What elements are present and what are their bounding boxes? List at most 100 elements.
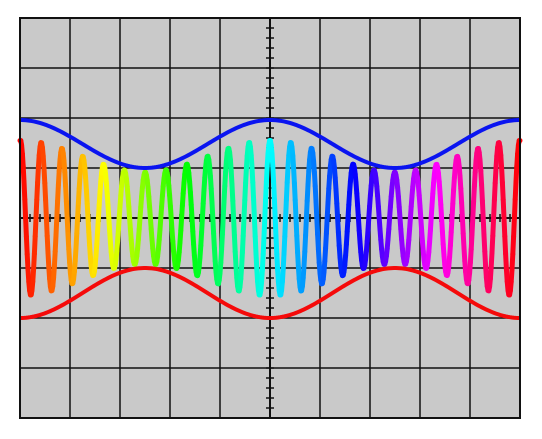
wave-segment xyxy=(481,232,488,255)
wave-segment xyxy=(63,183,69,205)
wave-segment xyxy=(209,200,216,221)
wave-segment xyxy=(251,215,258,239)
wave-segment xyxy=(31,233,38,257)
wave-segment xyxy=(291,180,298,203)
wave-segment xyxy=(74,215,81,236)
wave-segment xyxy=(230,198,237,221)
wave-segment xyxy=(293,215,300,239)
wave-segment xyxy=(259,251,266,273)
wave-segment xyxy=(251,197,257,221)
wave-segment xyxy=(44,233,51,255)
wave-segment xyxy=(323,215,330,236)
wave-segment xyxy=(513,163,520,185)
wave-segment xyxy=(501,215,508,239)
wave-segment xyxy=(491,180,498,203)
wave-segment xyxy=(274,251,281,273)
wave-segment xyxy=(33,197,40,221)
wave-segment xyxy=(210,215,217,236)
envelopes xyxy=(19,117,521,321)
wave-segment xyxy=(43,197,49,221)
wave-segment xyxy=(262,196,269,221)
carrier-wave xyxy=(17,138,523,298)
wave-segment xyxy=(22,196,29,221)
wave-segment xyxy=(272,215,279,240)
wave-segment xyxy=(252,233,259,257)
wave-segment xyxy=(471,183,477,205)
wave-segment xyxy=(53,215,60,238)
wave-segment xyxy=(489,233,496,255)
wave-segment xyxy=(280,251,287,272)
wave-segment xyxy=(260,234,267,257)
wave-segment xyxy=(491,197,497,221)
wave-segment xyxy=(302,232,309,255)
wave-segment xyxy=(281,233,288,257)
wave-segment xyxy=(240,215,247,239)
wave-segment xyxy=(253,251,260,272)
wave-segment xyxy=(312,183,319,205)
wave-segment xyxy=(219,215,226,237)
wave-segment xyxy=(31,251,37,272)
wave-segment xyxy=(479,198,486,221)
wave-segment xyxy=(511,215,517,240)
wave-segment xyxy=(41,165,48,186)
wave-segment xyxy=(469,215,476,237)
wave-segment xyxy=(291,165,297,186)
wave-segment xyxy=(64,215,71,237)
wave-segment xyxy=(470,199,477,221)
wave-segment xyxy=(229,182,236,204)
wave-segment xyxy=(283,179,290,203)
wave-segment xyxy=(500,197,507,221)
wave-segment xyxy=(43,215,50,239)
wave-segment xyxy=(32,215,39,239)
wave-segment xyxy=(282,215,289,239)
upper-envelope xyxy=(19,117,521,170)
wave-segment xyxy=(263,163,270,185)
wave-segment xyxy=(468,231,475,252)
wave-segment xyxy=(273,234,280,257)
wave-segment xyxy=(499,179,506,203)
wave-segment xyxy=(502,233,509,257)
wave-segment xyxy=(480,215,487,238)
wave-segment xyxy=(271,196,278,221)
wave-segment xyxy=(243,165,249,186)
wave-segment xyxy=(241,197,248,221)
wave-segment xyxy=(303,215,309,238)
wave-segment xyxy=(42,180,49,203)
wave-segment xyxy=(511,196,518,221)
wave-segment xyxy=(249,164,256,185)
wave-segment xyxy=(324,200,331,221)
wave-segment xyxy=(271,179,277,202)
wave-segment xyxy=(492,165,499,186)
wave-segment xyxy=(239,233,246,256)
wave-segment xyxy=(63,199,70,221)
wave-segment xyxy=(479,182,485,204)
wave-segment xyxy=(220,199,227,221)
wave-segment xyxy=(54,198,61,221)
wave-segment xyxy=(52,232,59,255)
wave-segment xyxy=(315,231,321,252)
wave-segment xyxy=(509,251,516,273)
wave-segment xyxy=(75,200,81,221)
wave-segment xyxy=(231,215,237,238)
wave-segment xyxy=(35,164,41,185)
wave-segment xyxy=(242,180,249,203)
wave-segment xyxy=(21,179,28,202)
wave-segment xyxy=(503,251,509,272)
wave-segment xyxy=(23,234,30,257)
wave-segment xyxy=(263,179,269,202)
wave-segment xyxy=(303,198,310,221)
wave-segment xyxy=(510,234,517,257)
wave-segment xyxy=(219,231,225,252)
wave-segment xyxy=(459,200,465,221)
wave-segment xyxy=(459,215,466,236)
wave-segment xyxy=(250,179,257,203)
wave-segment xyxy=(221,183,228,205)
wave-segment xyxy=(55,182,61,204)
wave-segment xyxy=(314,215,321,237)
wave-segment xyxy=(231,232,238,255)
wave-segment xyxy=(284,164,291,185)
screen-border xyxy=(19,17,521,419)
wave-segment xyxy=(499,164,505,185)
wave-segment xyxy=(313,199,320,221)
